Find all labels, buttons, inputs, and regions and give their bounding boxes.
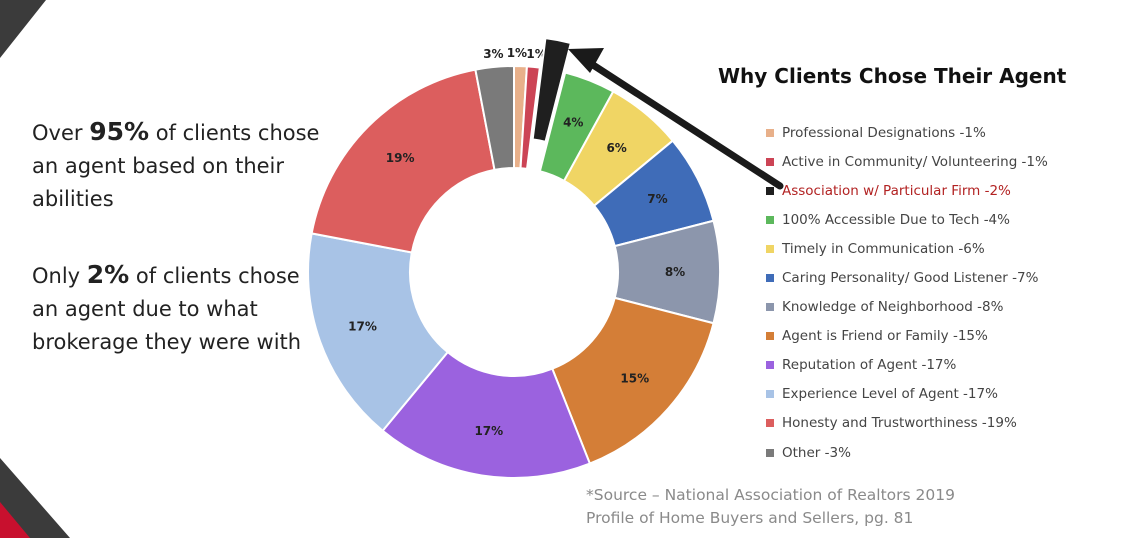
donut-slice-3 <box>531 37 573 144</box>
data-label-1: 1% <box>507 46 527 60</box>
headline-brokerage: Only 2% of clients chose an agent due to… <box>32 258 322 359</box>
legend-label-8: Agent is Friend or Family -15% <box>782 328 988 345</box>
source-line-1: *Source – National Association of Realto… <box>586 486 955 504</box>
legend-item-8: Agent is Friend or Family -15% <box>766 322 1048 351</box>
corner-decoration-top-left <box>0 0 46 58</box>
legend-swatch-1 <box>766 128 774 137</box>
legend-label-10: Experience Level of Agent -17% <box>782 386 998 403</box>
data-label-12: 3% <box>483 47 503 61</box>
corner-decoration-bottom-left <box>0 458 70 538</box>
legend-label-6: Caring Personality/ Good Listener -7% <box>782 270 1039 287</box>
legend-item-3: Association w/ Particular Firm -2% <box>766 176 1048 205</box>
data-label-9: 17% <box>474 424 503 438</box>
legend-swatch-9 <box>766 361 774 370</box>
legend-item-6: Caring Personality/ Good Listener -7% <box>766 263 1048 292</box>
headline-abilities-pre: Over <box>32 121 90 145</box>
legend-item-4: 100% Accessible Due to Tech -4% <box>766 205 1048 234</box>
donut-slice-11 <box>310 68 496 254</box>
legend-swatch-7 <box>766 303 774 312</box>
legend-label-1: Professional Designations -1% <box>782 124 986 141</box>
legend-swatch-2 <box>766 157 774 166</box>
legend-item-11: Honesty and Trustworthiness -19% <box>766 409 1048 438</box>
donut-slice-10 <box>307 232 450 433</box>
legend-label-11: Honesty and Trustworthiness -19% <box>782 415 1017 432</box>
legend-label-9: Reputation of Agent -17% <box>782 357 957 374</box>
legend-item-12: Other -3% <box>766 438 1048 467</box>
chart-title: Why Clients Chose Their Agent <box>718 64 1067 88</box>
legend-label-5: Timely in Communication -6% <box>782 240 985 257</box>
headline-brokerage-post: of clients chose an agent due to what br… <box>32 264 302 354</box>
data-label-10: 17% <box>348 320 377 334</box>
legend-swatch-11 <box>766 419 774 428</box>
legend-label-3: Association w/ Particular Firm -2% <box>782 182 1011 199</box>
headline-abilities-stat: 95% <box>89 117 150 146</box>
legend-item-9: Reputation of Agent -17% <box>766 351 1048 380</box>
legend-swatch-12 <box>766 448 774 457</box>
source-line-2: Profile of Home Buyers and Sellers, pg. … <box>586 509 914 527</box>
legend-swatch-8 <box>766 332 774 341</box>
donut-slice-9 <box>381 350 592 479</box>
legend-item-7: Knowledge of Neighborhood -8% <box>766 293 1048 322</box>
legend-label-12: Other -3% <box>782 444 851 461</box>
legend-label-4: 100% Accessible Due to Tech -4% <box>782 211 1010 228</box>
headline-abilities: Over 95% of clients chose an agent based… <box>32 115 322 216</box>
headline-abilities-post: of clients chose an agent based on their… <box>32 121 320 211</box>
data-label-7: 8% <box>665 265 685 279</box>
source-note: *Source – National Association of Realto… <box>586 484 955 530</box>
legend-swatch-6 <box>766 274 774 283</box>
data-label-11: 19% <box>386 151 415 165</box>
data-label-8: 15% <box>620 371 649 385</box>
highlight-arrow <box>568 48 784 190</box>
data-label-6: 7% <box>647 192 667 206</box>
legend-item-5: Timely in Communication -6% <box>766 234 1048 263</box>
legend-swatch-3 <box>766 186 774 195</box>
data-label-5: 6% <box>606 141 626 155</box>
legend-label-2: Active in Community/ Volunteering -1% <box>782 153 1048 170</box>
legend-item-2: Active in Community/ Volunteering -1% <box>766 147 1048 176</box>
data-label-2: 1% <box>526 47 546 61</box>
headline-brokerage-pre: Only <box>32 264 87 288</box>
legend-label-7: Knowledge of Neighborhood -8% <box>782 299 1004 316</box>
legend-swatch-10 <box>766 390 774 399</box>
donut-slice-12 <box>474 64 515 172</box>
legend-item-10: Experience Level of Agent -17% <box>766 380 1048 409</box>
donut-slice-8 <box>550 296 715 465</box>
donut-slice-2 <box>519 65 541 170</box>
chart-legend: Professional Designations -1% Active in C… <box>766 118 1048 467</box>
legend-swatch-5 <box>766 244 774 253</box>
legend-swatch-4 <box>766 215 774 224</box>
legend-item-1: Professional Designations -1% <box>766 118 1048 147</box>
data-label-4: 4% <box>563 115 583 129</box>
headline-brokerage-stat: 2% <box>86 260 130 289</box>
